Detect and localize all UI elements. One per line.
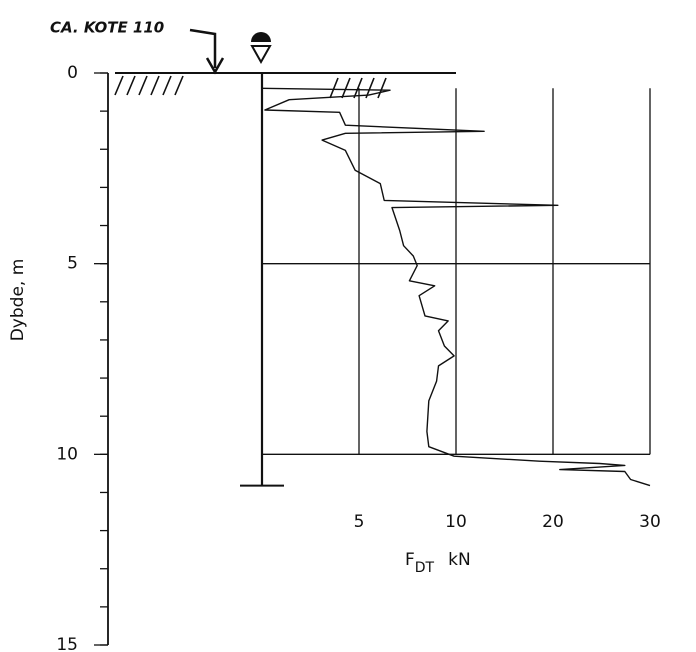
y-tick-label: 10 xyxy=(56,444,78,464)
x-axis-label: FDT kN xyxy=(405,550,471,576)
ground-hatch xyxy=(114,75,387,99)
water-table-symbol xyxy=(250,32,272,65)
x-tick-label: 20 xyxy=(542,512,564,532)
y-tick-label: 0 xyxy=(67,63,78,83)
y-tick-label: 15 xyxy=(56,635,78,652)
sounding-curve xyxy=(261,87,651,487)
x-tick-label: 30 xyxy=(639,512,661,532)
y-axis-label: Dybde, m xyxy=(8,259,28,342)
annotation: CA. KOTE 110 xyxy=(50,19,164,37)
y-tick-label: 5 xyxy=(67,254,78,274)
annotation-arrow xyxy=(189,28,225,75)
x-tick-label: 5 xyxy=(354,512,365,532)
x-tick-label: 10 xyxy=(445,512,467,532)
